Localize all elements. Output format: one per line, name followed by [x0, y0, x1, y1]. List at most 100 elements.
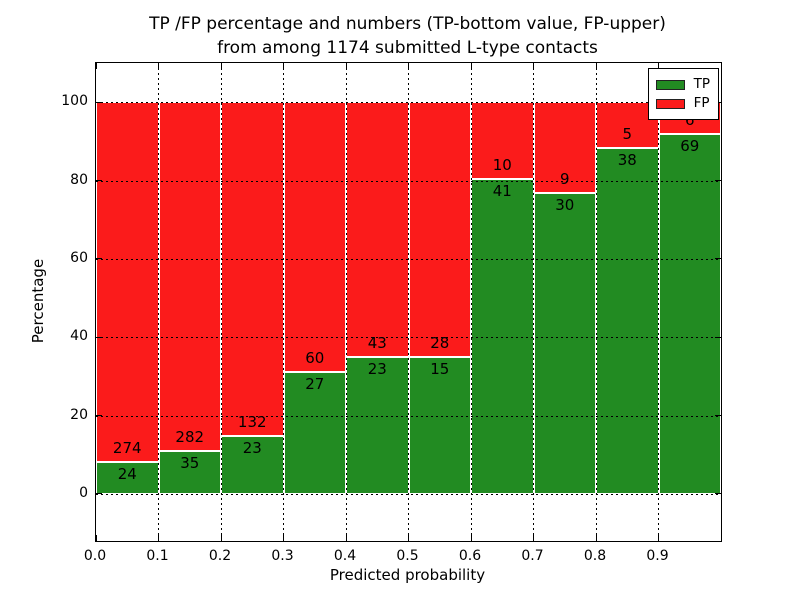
- x-tick-top: [283, 63, 284, 69]
- x-tick-bottom: [220, 535, 222, 541]
- gridline-x-0.1: [158, 63, 159, 541]
- legend-swatch-fp: [655, 98, 685, 109]
- x-tick-top: [220, 63, 222, 69]
- gridline-x-0.3: [283, 63, 284, 541]
- bar-segment-tp-7: [533, 192, 596, 494]
- x-tick-label-0.7: 0.7: [521, 548, 544, 564]
- bar-label-fp-2: 132: [237, 412, 267, 431]
- x-tick-label-0.2: 0.2: [208, 548, 232, 564]
- bar-segment-tp-1: [158, 450, 221, 494]
- x-tick-top: [658, 63, 659, 69]
- x-tick-label-0.4: 0.4: [333, 548, 357, 564]
- bar-label-tp-5: 15: [430, 360, 450, 379]
- bar-label-tp-8: 38: [617, 150, 637, 169]
- y-tick-left: [96, 258, 102, 260]
- legend: TP FP: [647, 68, 719, 120]
- x-tick-bottom: [158, 535, 159, 541]
- chart-title-line1: TP /FP percentage and numbers (TP-bottom…: [149, 14, 666, 34]
- x-tick-bottom: [533, 535, 534, 541]
- bar-label-tp-3: 27: [305, 375, 325, 394]
- x-tick-label-0.8: 0.8: [583, 548, 607, 564]
- bar-segment-tp-8: [596, 147, 659, 494]
- gridline-x-0.8: [595, 63, 597, 541]
- y-tick-label-0: 0: [79, 484, 88, 501]
- bar-label-fp-4: 43: [367, 334, 387, 353]
- x-tick-label-0.5: 0.5: [396, 548, 419, 564]
- bar-label-tp-7: 30: [555, 195, 575, 214]
- gridline-x-0.4: [345, 63, 347, 541]
- legend-swatch-tp: [655, 79, 685, 90]
- bar-label-fp-5: 28: [430, 334, 450, 353]
- bar-label-tp-9: 69: [680, 136, 700, 155]
- bar-segment-fp-3: [283, 102, 346, 373]
- x-tick-top: [95, 63, 97, 69]
- x-tick-label-0.9: 0.9: [646, 548, 669, 564]
- bar-label-fp-3: 60: [305, 349, 325, 368]
- chart-title-line2: from among 1174 submitted L-type contact…: [217, 38, 598, 58]
- bar-label-tp-4: 23: [367, 360, 387, 379]
- x-tick-top: [408, 63, 409, 69]
- x-tick-top: [158, 63, 159, 69]
- y-tick-label-40: 40: [70, 328, 88, 345]
- bar-segment-fp-1: [158, 102, 221, 451]
- legend-label-fp: FP: [693, 95, 710, 111]
- y-tick-label-100: 100: [61, 93, 88, 110]
- chart-title: TP /FP percentage and numbers (TP-bottom…: [95, 12, 720, 60]
- x-tick-top: [345, 63, 347, 69]
- gridline-x-0.5: [408, 63, 409, 541]
- plot-area: TP FP 274 24 282 35 132 23 60 27 43 23 28 15 10 41 9 30 5…: [95, 62, 722, 542]
- y-tick-right: [715, 180, 721, 182]
- legend-item-tp: TP: [655, 76, 710, 92]
- x-tick-bottom: [408, 535, 409, 541]
- gridline-x-0.7: [533, 63, 534, 541]
- y-tick-label-20: 20: [70, 406, 88, 423]
- x-tick-label-0.3: 0.3: [271, 548, 294, 564]
- y-tick-label-60: 60: [70, 249, 88, 266]
- x-tick-bottom: [595, 535, 597, 541]
- x-tick-bottom: [470, 535, 472, 541]
- gridline-x-0.9: [658, 63, 659, 541]
- gridline-x-0.6: [470, 63, 472, 541]
- bar-label-tp-1: 35: [180, 453, 200, 472]
- bar-label-fp-1: 282: [175, 427, 205, 446]
- gridline-x-0.2: [220, 63, 222, 541]
- bar-segment-fp-2: [221, 102, 284, 436]
- y-tick-left: [96, 101, 102, 103]
- bar-label-fp-8: 5: [622, 124, 633, 143]
- x-tick-top: [470, 63, 472, 69]
- y-tick-label-80: 80: [70, 171, 88, 188]
- y-tick-right: [715, 415, 721, 417]
- bar-label-fp-0: 274: [112, 439, 142, 458]
- y-tick-left: [96, 336, 102, 338]
- x-tick-bottom: [95, 535, 97, 541]
- x-tick-bottom: [345, 535, 347, 541]
- bar-segment-tp-5: [408, 357, 471, 494]
- x-tick-label-0.6: 0.6: [458, 548, 482, 564]
- bar-segment-tp-0: [96, 462, 159, 494]
- y-tick-left: [96, 415, 102, 417]
- bar-label-tp-6: 41: [492, 182, 512, 200]
- y-tick-right: [715, 493, 721, 495]
- legend-label-tp: TP: [693, 76, 710, 92]
- bar-label-tp-2: 23: [242, 438, 262, 457]
- y-tick-left: [96, 180, 102, 182]
- x-axis-label: Predicted probability: [329, 566, 486, 584]
- y-tick-right: [715, 258, 721, 260]
- bar-segment-fp-4: [346, 102, 409, 358]
- bar-segment-tp-9: [658, 133, 721, 494]
- y-tick-left: [96, 493, 102, 495]
- x-tick-label-0.1: 0.1: [146, 548, 169, 564]
- x-tick-label-0.0: 0.0: [83, 548, 107, 564]
- bar-segment-fp-0: [96, 102, 159, 463]
- bar-label-tp-0: 24: [117, 465, 137, 484]
- x-tick-bottom: [283, 535, 284, 541]
- bar-segment-fp-5: [408, 102, 471, 358]
- y-tick-right: [715, 336, 721, 338]
- x-tick-bottom: [658, 535, 659, 541]
- legend-item-fp: FP: [655, 95, 710, 111]
- x-tick-top: [595, 63, 597, 69]
- x-tick-top: [533, 63, 534, 69]
- bar-label-fp-6: 10: [492, 156, 512, 174]
- bar-label-fp-7: 9: [559, 169, 570, 188]
